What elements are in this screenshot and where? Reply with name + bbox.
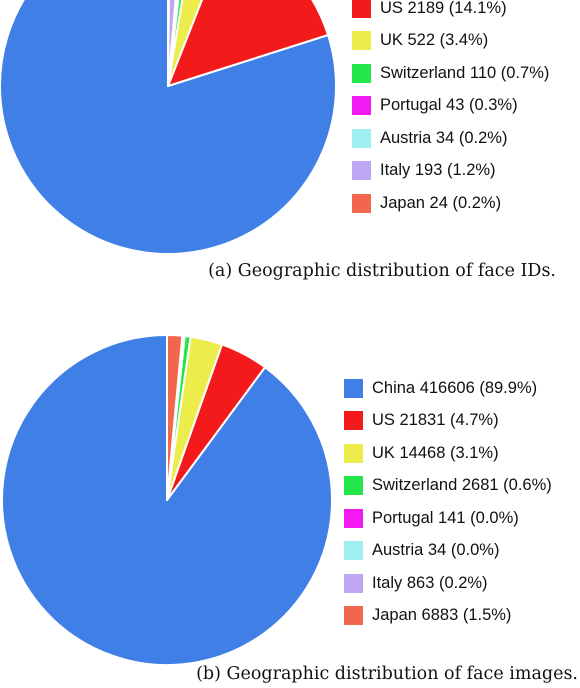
legend-label: Switzerland 110 (0.7%) [380,63,550,82]
legend-item-us: US 2189 (14.1%) [352,0,549,25]
legend-swatch [352,161,371,181]
legend-swatch [344,606,363,626]
legend-item-italy: Italy 863 (0.2%) [344,567,552,600]
legend-swatch [344,508,363,528]
legend-label: UK 14468 (3.1%) [372,443,499,462]
legend-item-uk: UK 14468 (3.1%) [344,437,552,470]
pie-slice-switzerland [167,0,184,87]
legend-label: Austria 34 (0.0%) [372,541,500,560]
legend-item-italy: Italy 193 (1.2%) [352,155,549,188]
legend-b: China 416606 (89.9%) US 21831 (4.7%) UK 14… [344,372,552,632]
pie-slice-uk [167,0,203,87]
legend-label: Austria 34 (0.2%) [380,128,508,147]
legend-label: Portugal 43 (0.3%) [380,96,518,115]
legend-swatch [352,31,371,51]
legend-item-austria: Austria 34 (0.2%) [352,122,549,155]
pie-slice-us [167,0,330,87]
legend-item-china: China 416606 (89.9%) [344,372,552,405]
legend-item-portugal: Portugal 141 (0.0%) [344,502,552,535]
legend-label: Japan 6883 (1.5%) [372,606,512,625]
legend-swatch [352,63,371,83]
legend-swatch [344,573,363,593]
caption-a: (a) Geographic distribution of face IDs. [208,261,556,281]
figure-a: US 2189 (14.1%) UK 522 (3.4%) Switzerland … [0,0,580,290]
legend-swatch [344,411,363,431]
legend-swatch [344,541,363,561]
legend-label: UK 522 (3.4%) [380,31,489,50]
legend-swatch [344,378,363,398]
legend-item-japan: Japan 6883 (1.5%) [344,600,552,633]
figure-b: China 416606 (89.9%) US 21831 (4.7%) UK 14… [0,320,580,688]
legend-item-uk: UK 522 (3.4%) [352,25,549,58]
legend-label: Italy 193 (1.2%) [380,161,496,180]
legend-swatch [352,128,371,148]
legend-a: US 2189 (14.1%) UK 522 (3.4%) Switzerland … [352,0,549,220]
legend-label: US 2189 (14.1%) [380,0,507,17]
legend-item-austria: Austria 34 (0.0%) [344,535,552,568]
legend-swatch [352,0,371,18]
legend-item-us: US 21831 (4.7%) [344,405,552,438]
caption-b: (b) Geographic distribution of face imag… [196,664,578,684]
pie-slice-japan [166,334,184,501]
legend-item-switzerland: Switzerland 2681 (0.6%) [344,470,552,503]
legend-swatch [352,193,371,213]
legend-label: China 416606 (89.9%) [372,378,538,397]
legend-item-japan: Japan 24 (0.2%) [352,187,549,220]
legend-label: US 21831 (4.7%) [372,411,499,430]
pie-chart-a [0,0,337,255]
legend-swatch [344,476,363,496]
legend-label: Italy 863 (0.2%) [372,573,488,592]
pie-slice-china [0,0,337,255]
pie-slice-italy [167,0,177,87]
legend-item-portugal: Portugal 43 (0.3%) [352,90,549,123]
legend-label: Japan 24 (0.2%) [380,193,502,212]
pie-slice-japan [167,0,170,87]
legend-item-switzerland: Switzerland 110 (0.7%) [352,57,549,90]
legend-swatch [344,443,363,463]
legend-swatch [352,96,371,116]
legend-label: Switzerland 2681 (0.6%) [372,476,552,495]
legend-label: Portugal 141 (0.0%) [372,508,519,527]
pie-chart-b [1,334,333,666]
